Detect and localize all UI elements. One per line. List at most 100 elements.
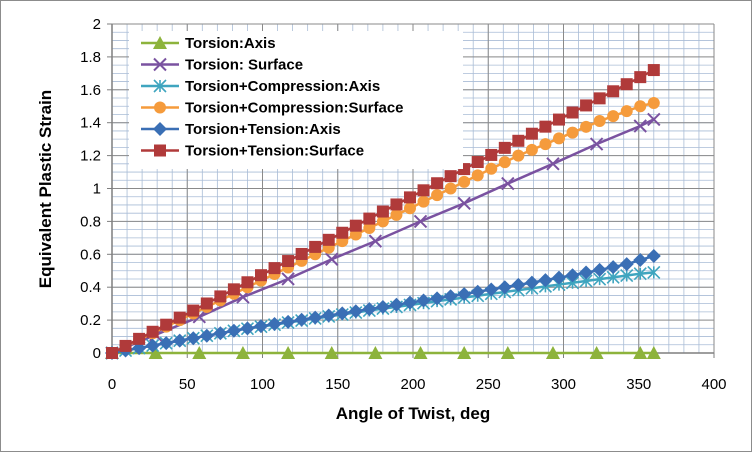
data-point [106, 347, 118, 359]
data-point [430, 291, 445, 306]
data-point [403, 202, 416, 215]
series-line [111, 118, 655, 355]
data-point [309, 240, 322, 253]
data-point [413, 346, 428, 359]
data-point [471, 169, 484, 182]
data-point [457, 346, 472, 359]
data-point [294, 312, 309, 327]
data-point [213, 326, 228, 341]
legend-entry: Torsion+Tension:Axis [185, 121, 341, 138]
data-point [443, 289, 458, 304]
y-tick-label: 0.2 [80, 312, 101, 329]
data-point [497, 280, 512, 295]
data-point [363, 212, 376, 225]
data-point [187, 304, 200, 317]
data-point [498, 156, 511, 169]
legend-marker [153, 57, 167, 72]
y-tick-label: 0.6 [80, 246, 101, 263]
data-point [580, 120, 593, 133]
data-point [458, 175, 471, 188]
data-point [552, 113, 565, 126]
data-point [538, 273, 553, 288]
x-tick-label: 50 [179, 376, 196, 393]
data-point [498, 141, 511, 154]
y-tick-label: 0.8 [80, 213, 101, 230]
data-point [416, 293, 431, 308]
data-point [368, 234, 383, 248]
data-point [268, 262, 281, 275]
data-point [500, 346, 515, 359]
data-point [325, 252, 339, 266]
data-point [545, 346, 560, 359]
legend-marker [154, 101, 166, 114]
series-5 [105, 248, 661, 360]
data-point [186, 331, 201, 346]
data-point [566, 126, 579, 139]
data-point [633, 346, 648, 359]
y-tick-label: 2 [93, 16, 101, 33]
data-point [363, 221, 376, 234]
data-point [159, 336, 174, 351]
data-point [253, 319, 268, 334]
tick-labels: 0 50 100 150 200 250 300 350 400 0 0.2 0.4 0.6 0.8 1 1.… [80, 16, 726, 393]
data-point [620, 268, 634, 283]
data-point [226, 323, 241, 338]
data-point [199, 328, 214, 343]
data-point [267, 317, 282, 332]
data-point [551, 270, 566, 285]
data-point [620, 105, 633, 118]
data-point [633, 267, 647, 281]
data-point [646, 346, 661, 359]
data-point [227, 283, 240, 296]
data-point [417, 195, 430, 208]
data-point [160, 318, 173, 331]
data-point [431, 177, 444, 190]
data-point [200, 297, 213, 310]
data-point [539, 120, 552, 133]
x-tick-label: 200 [400, 376, 425, 393]
legend-entry: Torsion:Axis [185, 35, 276, 52]
data-point [241, 276, 254, 289]
data-point [295, 247, 308, 260]
legend-marker [153, 79, 167, 93]
data-point [431, 189, 444, 202]
data-point [368, 346, 383, 359]
data-point [647, 64, 660, 77]
data-point [589, 346, 604, 359]
data-point [376, 215, 389, 228]
data-point [349, 219, 362, 232]
data-point [281, 272, 295, 286]
data-point [417, 184, 430, 197]
x-tick-label: 350 [626, 376, 651, 393]
data-point [525, 143, 538, 156]
x-axis-title: Angle of Twist, deg [336, 404, 491, 423]
data-point [592, 262, 607, 277]
y-tick-label: 0.4 [80, 279, 101, 296]
legend-box [129, 31, 463, 169]
data-point [146, 325, 159, 338]
data-point [254, 269, 267, 282]
data-point [457, 196, 471, 211]
data-point [281, 346, 296, 359]
data-point [485, 148, 498, 161]
data-point [589, 137, 604, 151]
series-6 [106, 64, 660, 359]
data-point [524, 275, 539, 290]
data-point [471, 156, 484, 169]
data-point [512, 149, 525, 162]
data-point [565, 268, 580, 283]
legend-entry: Torsion+Compression:Surface [185, 100, 404, 117]
data-point [470, 284, 485, 299]
data-point [402, 295, 417, 310]
data-point [580, 99, 593, 112]
legend-marker [154, 144, 166, 157]
data-point [390, 198, 403, 211]
data-point [593, 115, 606, 128]
data-point [308, 310, 323, 325]
data-point [633, 119, 647, 133]
data-point [321, 308, 336, 323]
data-point [362, 302, 377, 317]
data-point [235, 346, 250, 359]
data-point [335, 306, 350, 321]
